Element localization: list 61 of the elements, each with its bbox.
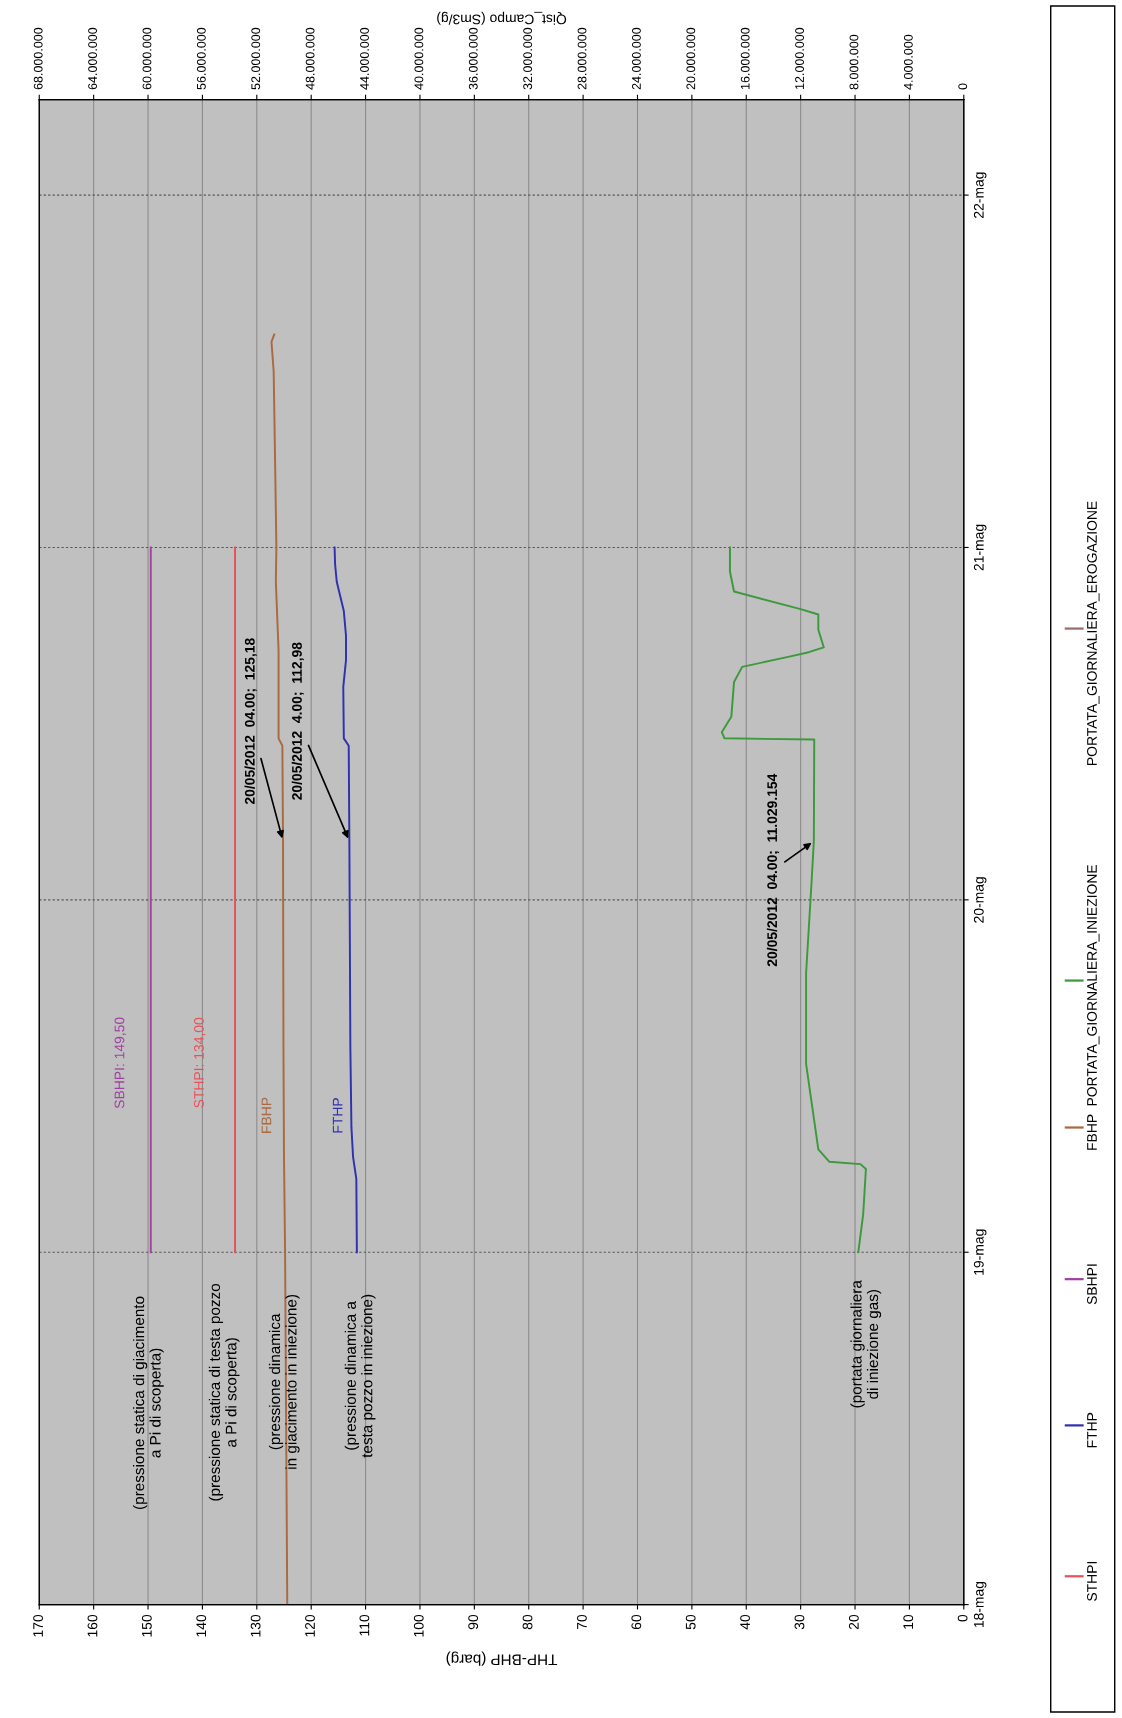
y-tick-label: 21-mag — [973, 524, 987, 571]
x2-tick-label: 20.000.000 — [686, 27, 696, 90]
x2-tick-label: 8.000.000 — [849, 34, 859, 90]
x-tick-label: 90 — [468, 1614, 479, 1630]
annotation: (pressione dinamica a testa pozzo in iniezione) — [344, 1294, 376, 1458]
annotation: STHPI: 134,00 — [194, 1017, 206, 1108]
x-tick-label: 20 — [848, 1614, 859, 1630]
x2-tick-label: 36.000.000 — [468, 27, 478, 90]
annotation: (pressione statica di giacimento a Pi di scoperta) — [133, 1296, 164, 1509]
x-tick-label: 130 — [250, 1614, 261, 1637]
annotation: (portata giornaliera di iniezione gas) — [850, 1280, 882, 1408]
annotation: 20/05/2012 04.00; 11.029.154 — [766, 773, 780, 967]
legend-label: FTHP — [1087, 1412, 1097, 1448]
y-tick-label: 20-mag — [973, 877, 987, 923]
x2-tick-label: 60.000.000 — [142, 27, 152, 90]
x-tick-label: 80 — [522, 1614, 533, 1630]
x-tick-label: 170 — [33, 1614, 43, 1637]
x-tick-label: 160 — [87, 1614, 98, 1637]
x-tick-label: 120 — [305, 1614, 315, 1637]
legend-label: FBHP — [1087, 1114, 1097, 1150]
y-tick-label: 18-mag — [973, 1581, 987, 1628]
x-tick-label: 40 — [740, 1614, 750, 1630]
y-tick-label: 22-mag — [973, 172, 987, 218]
annotation: (pressione statica di testa pozzo a Pi di scoperta) — [208, 1283, 240, 1501]
x-tick-label: 50 — [685, 1614, 696, 1630]
x2-tick-label: 16.000.000 — [740, 27, 750, 89]
annotation: (pressione dinamica in giacimento in iniezione) — [268, 1294, 300, 1469]
x-tick-label: 110 — [359, 1614, 370, 1636]
annotation: FBHP — [261, 1097, 272, 1133]
x2-tick-label: 12.000.000 — [795, 27, 804, 89]
legend-label: PORTATA_GIORNALIERA_EROGAZIONE — [1087, 501, 1100, 765]
x2-tick-label: 48.000.000 — [305, 27, 315, 90]
annotation: 20/05/2012 04.00; 125,18 — [244, 638, 257, 805]
x-tick-label: 60 — [631, 1614, 642, 1630]
legend-label: PORTATA_GIORNALIERA_INIEZIONE — [1087, 864, 1100, 1106]
x-tick-label: 140 — [196, 1614, 207, 1637]
y-tick-label: 19-mag — [973, 1229, 987, 1275]
x-tick-label: 70 — [577, 1614, 587, 1630]
x2-tick-label: 24.000.000 — [632, 27, 641, 90]
x2-tick-label: 32.000.000 — [523, 27, 533, 90]
x-tick-label: 150 — [141, 1614, 152, 1637]
annotation: 20/05/2012 4.00; 112,98 — [291, 642, 304, 800]
x-tick-label: 100 — [413, 1614, 424, 1637]
x2-tick-label: 64.000.000 — [88, 27, 98, 90]
x2-tick-label: 52.000.000 — [251, 27, 261, 90]
x-tick-label: 30 — [794, 1614, 805, 1630]
x2-tick-label: 28.000.000 — [577, 27, 587, 90]
x2-axis-title: Qist_Campo (Sm3/g) — [437, 11, 567, 25]
legend-label: SBHPI — [1087, 1264, 1097, 1305]
x2-tick-label: 40.000.000 — [414, 27, 424, 90]
x-axis-title: THP-BHP (barg) — [446, 1651, 558, 1666]
x2-tick-label: 56.000.000 — [196, 27, 206, 90]
x-tick-label: 10 — [903, 1614, 914, 1629]
x-tick-label: 0 — [957, 1614, 968, 1622]
x2-tick-label: 4.000.000 — [903, 34, 913, 90]
x2-tick-label: 0 — [958, 83, 968, 90]
x2-tick-label: 44.000.000 — [360, 27, 369, 90]
legend-label: STHPI — [1087, 1561, 1097, 1601]
x2-tick-label: 68.000.000 — [33, 27, 43, 90]
annotation: SBHPI: 149,50 — [114, 1017, 126, 1109]
annotation: FTHP — [332, 1098, 343, 1133]
